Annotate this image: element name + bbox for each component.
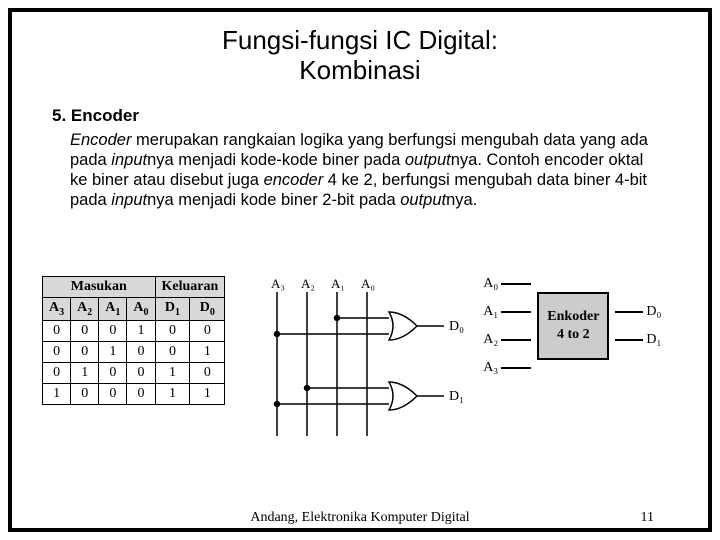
section-heading: 5. Encoder [52, 106, 708, 126]
term-input-1: input [111, 151, 147, 169]
table-header-outputs: Keluaran [155, 277, 225, 298]
svg-text:A₂: A₂ [301, 276, 315, 291]
table-row: 000100 [43, 320, 225, 341]
footer-author: Andang, Elektronika Komputer Digital [250, 510, 469, 526]
term-output-2: output [400, 191, 446, 209]
title-line-1: Fungsi-fungsi IC Digital: [222, 25, 498, 55]
block-label-2: 4 to 2 [557, 327, 590, 342]
svg-text:A₁: A₁ [331, 276, 345, 291]
term-encoder-2: encoder [264, 171, 324, 189]
block-inputs: A₀ A₁ A₂ A₃ [483, 276, 531, 376]
table-row: 100011 [43, 383, 225, 404]
body-paragraph: Encoder merupakan rangkaian logika yang … [70, 130, 660, 211]
svg-text:D₁: D₁ [449, 389, 464, 404]
svg-text:A₃: A₃ [271, 276, 285, 291]
term-output-1: output [405, 151, 451, 169]
table-header-inputs: Masukan [43, 277, 156, 298]
block-outputs: D₀ D₁ [615, 304, 661, 348]
pin-d0: D₀ [615, 304, 661, 320]
slide-frame: Fungsi-fungsi IC Digital: Kombinasi 5. E… [8, 8, 712, 532]
encoder-block: Enkoder 4 to 2 [537, 292, 609, 360]
col-a0: A0 [127, 298, 155, 321]
svg-text:D₀: D₀ [449, 319, 464, 334]
col-d0: D0 [190, 298, 225, 321]
pin-a3: A₃ [483, 360, 531, 376]
table-row: 010010 [43, 362, 225, 383]
truth-table-body: 000100 001001 010010 100011 [43, 320, 225, 404]
svg-text:A₀: A₀ [361, 276, 375, 291]
pin-a2: A₂ [483, 332, 531, 348]
term-encoder: Encoder [70, 131, 131, 149]
section-name: Encoder [71, 106, 139, 125]
pin-a0: A₀ [483, 276, 531, 292]
pin-a1: A₁ [483, 304, 531, 320]
figure-row: Masukan Keluaran A3 A2 A1 A0 D1 D0 00010… [42, 276, 678, 446]
footer-page-number: 11 [641, 510, 654, 526]
term-input-2: input [111, 191, 147, 209]
logic-circuit-diagram: A₃ A₂ A₁ A₀ D₀ [239, 276, 469, 446]
title-line-2: Kombinasi [299, 55, 420, 85]
section-number: 5. [52, 106, 66, 125]
block-label-1: Enkoder [547, 309, 599, 324]
slide-title: Fungsi-fungsi IC Digital: Kombinasi [12, 26, 708, 86]
pin-d1: D₁ [615, 332, 661, 348]
block-diagram: A₀ A₁ A₂ A₃ Enkoder 4 to 2 D₀ D₁ [483, 276, 661, 376]
col-a2: A2 [71, 298, 99, 321]
truth-table: Masukan Keluaran A3 A2 A1 A0 D1 D0 00010… [42, 276, 225, 405]
col-a3: A3 [43, 298, 71, 321]
col-d1: D1 [155, 298, 190, 321]
col-a1: A1 [99, 298, 127, 321]
table-row: 001001 [43, 341, 225, 362]
